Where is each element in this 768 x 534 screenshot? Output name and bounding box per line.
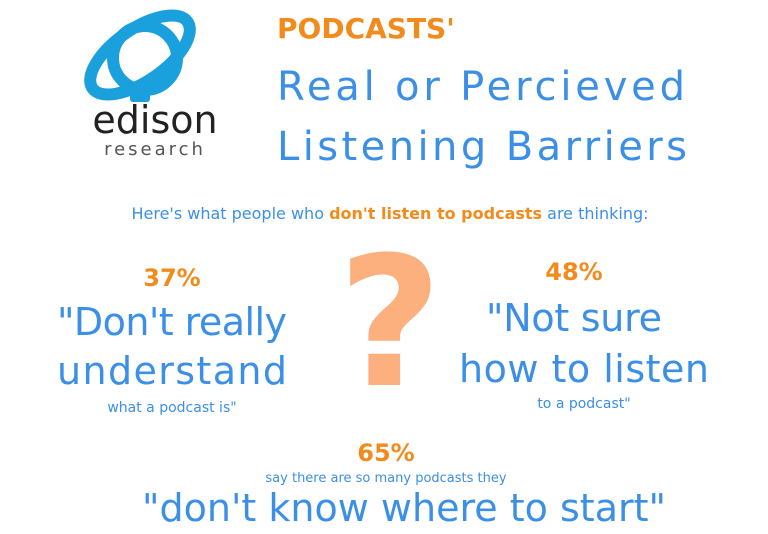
- stat-quote: "Don't really: [57, 300, 287, 344]
- stat-note: say there are so many podcasts they: [265, 471, 506, 486]
- logo-base: [130, 90, 150, 102]
- kicker: PODCASTS': [277, 12, 455, 45]
- stat-percent: 48%: [545, 258, 602, 286]
- logo: edison research: [84, 9, 218, 160]
- stat-note: what a podcast is": [107, 400, 236, 416]
- stat-percent: 37%: [143, 264, 200, 292]
- stat-quote: how to listen: [459, 347, 709, 391]
- intro: Here's what people who don't listen to p…: [131, 204, 648, 223]
- logo-tagline: research: [104, 139, 206, 160]
- stat-percent: 65%: [357, 439, 414, 467]
- logo-name: edison: [92, 98, 217, 142]
- stat-quote: "don't know where to start": [142, 486, 666, 530]
- title: Real or Percieved: [277, 64, 685, 110]
- title: Listening Barriers: [277, 124, 687, 170]
- stat-note: to a podcast": [537, 396, 630, 412]
- stat-quote: understand: [57, 349, 287, 393]
- intro-text: are thinking:: [542, 204, 648, 223]
- stat-quote: "Not sure: [486, 296, 662, 340]
- intro-text: Here's what people who: [131, 204, 329, 223]
- intro-highlight: don't listen to podcasts: [329, 204, 542, 223]
- question-mark: ?: [338, 219, 442, 428]
